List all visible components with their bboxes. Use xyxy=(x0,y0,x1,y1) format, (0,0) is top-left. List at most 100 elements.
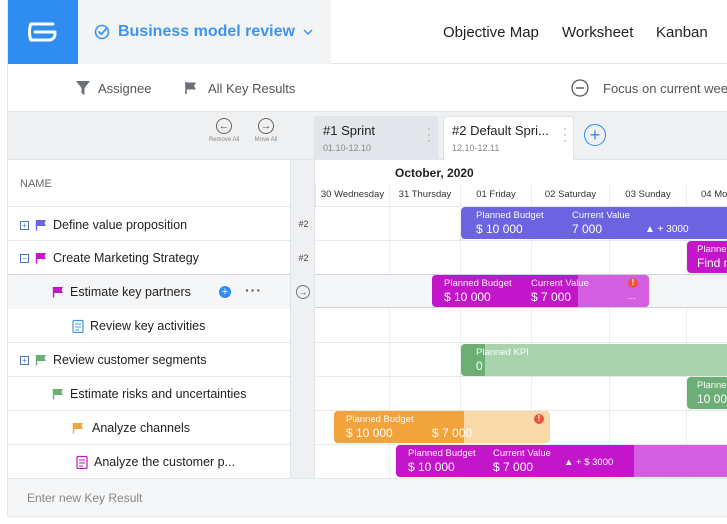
row-label: Review customer segments xyxy=(53,353,207,367)
top-header: Business model review Objective Map Work… xyxy=(8,0,727,64)
day-header: 01 Friday xyxy=(460,184,531,206)
bar-label: Planned Budget xyxy=(476,210,544,221)
row-label: Estimate key partners xyxy=(70,285,191,299)
bar-value: $ 7 000 xyxy=(493,460,534,474)
nav-objective-map[interactable]: Objective Map xyxy=(443,23,539,41)
bar-label: Current Value xyxy=(531,278,589,289)
sprint-tag: #2 xyxy=(298,219,309,229)
timeline-bar[interactable]: Planned Budget $ 10 000 Current Value $ … xyxy=(432,275,649,307)
row-label: Create Marketing Strategy xyxy=(53,251,199,265)
flag-icon xyxy=(72,423,83,434)
bar-more: ... xyxy=(628,291,636,301)
checklist-icon xyxy=(76,455,88,469)
sprint-tab-1[interactable]: #1 Sprint 01.10-12.10 · · · xyxy=(314,116,438,160)
new-key-result-input[interactable]: Enter new Key Result xyxy=(27,491,143,505)
flag-icon xyxy=(52,389,63,400)
target-check-icon xyxy=(94,24,110,40)
list-item[interactable]: Analyze channels xyxy=(8,411,290,445)
collapse-icon[interactable]: − xyxy=(20,253,29,263)
timeline-grid: October, 2020 30 Wednesday 31 Thursday 0… xyxy=(315,160,727,516)
day-header: 30 Wednesday xyxy=(315,184,389,206)
assignee-label: Assignee xyxy=(98,80,152,96)
bar-value: $ 10 000 xyxy=(346,426,393,440)
arrow-left-icon: ← xyxy=(216,118,232,134)
nav-kanban[interactable]: Kanban xyxy=(656,23,708,41)
more-vertical-icon[interactable]: · · · xyxy=(563,121,567,147)
app-logo[interactable] xyxy=(8,0,78,64)
timeline-bar[interactable]: Planned Budget $ 10 000 Current Value 7 … xyxy=(461,207,727,239)
bar-label: Planned Budget xyxy=(408,448,476,459)
flag-icon xyxy=(35,253,46,264)
remove-all-button[interactable]: ← Remove All xyxy=(204,118,244,143)
add-subitem-button[interactable]: + xyxy=(219,286,231,298)
sprint-bar: ← Remove All → Move All #1 Sprint 01.10-… xyxy=(8,112,727,160)
sprint-title: #2 Default Spri... xyxy=(452,123,549,138)
bar-label: Planned Budget xyxy=(346,414,414,425)
expand-icon[interactable]: + xyxy=(20,220,29,230)
project-selector[interactable]: Business model review xyxy=(78,0,331,64)
bar-value: 7 000 xyxy=(572,222,603,236)
sprint-tag-column: #2 #2 → xyxy=(290,160,315,516)
timeline-bar[interactable]: Planne Find r xyxy=(687,241,727,273)
list-item[interactable]: Estimate risks and uncertainties xyxy=(8,377,290,411)
bar-value: Find r xyxy=(697,256,727,270)
move-all-label: Move All xyxy=(254,137,278,143)
flag-icon xyxy=(185,82,196,94)
bar-delta: ▲ + $ 3000 xyxy=(564,457,614,468)
bar-label: Current Value xyxy=(493,448,551,459)
timeline-bar[interactable]: Planned Budget $ 10 000 Current Value $ … xyxy=(396,445,727,477)
funnel-icon xyxy=(76,81,90,95)
month-label: October, 2020 xyxy=(395,166,474,180)
list-item[interactable]: Estimate key partners + ··· xyxy=(8,275,290,309)
day-header: 03 Sunday xyxy=(609,184,686,206)
more-vertical-icon[interactable]: · · · xyxy=(427,121,431,147)
list-item[interactable]: Review key activities xyxy=(8,309,290,343)
filter-bar: Assignee All Key Results Focus on curren… xyxy=(8,64,727,112)
day-header: 31 Thursday xyxy=(389,184,460,206)
bar-value: $ 10 000 xyxy=(476,222,523,236)
bar-value: $ 10 000 xyxy=(408,460,455,474)
sprint-tab-2[interactable]: #2 Default Spri... 12.10-12.11 · · · xyxy=(443,116,574,160)
arrow-right-icon: → xyxy=(258,118,274,134)
chevron-down-icon xyxy=(303,29,313,36)
bar-label: Planne xyxy=(697,244,727,255)
more-horizontal-icon[interactable]: ··· xyxy=(245,282,262,298)
timeline-bar[interactable]: Planned Budget $ 10 000 $ 7 000 ! xyxy=(334,411,550,443)
expand-icon[interactable]: + xyxy=(20,355,29,365)
list-item[interactable]: − Create Marketing Strategy xyxy=(8,241,290,275)
list-item[interactable]: + Define value proposition xyxy=(8,208,290,242)
row-label: Define value proposition xyxy=(53,218,188,232)
assignee-filter[interactable]: Assignee xyxy=(76,64,151,112)
list-item[interactable]: Analyze the customer p... xyxy=(8,445,290,479)
arrow-right-circle-icon[interactable]: → xyxy=(296,285,310,299)
row-label: Estimate risks and uncertainties xyxy=(70,387,247,401)
bar-delta: ▲ + 3000 xyxy=(645,224,689,235)
checklist-icon xyxy=(72,319,84,333)
timeline-bar[interactable]: Planne 10 000 xyxy=(687,377,727,409)
focus-current-week-toggle[interactable]: Focus on current wee xyxy=(571,64,727,112)
new-key-result-row: Enter new Key Result xyxy=(8,478,727,516)
bar-value: $ 7 000 xyxy=(531,290,572,304)
sprint-dates: 12.10-12.11 xyxy=(452,143,500,153)
day-header: 04 Mo xyxy=(686,184,727,206)
app-window: Business model review Objective Map Work… xyxy=(8,0,727,516)
nav-worksheet[interactable]: Worksheet xyxy=(562,23,634,41)
bar-label: Current Value xyxy=(572,210,630,221)
row-label: Analyze the customer p... xyxy=(94,455,236,469)
name-column-header: NAME xyxy=(20,178,52,190)
minus-circle-icon xyxy=(571,79,589,97)
warning-icon: ! xyxy=(534,414,544,424)
key-results-filter[interactable]: All Key Results xyxy=(184,64,295,112)
flag-icon xyxy=(52,287,63,298)
move-all-button[interactable]: → Move All xyxy=(246,118,286,143)
list-item[interactable]: + Review customer segments xyxy=(8,343,290,377)
row-label: Analyze channels xyxy=(92,421,190,435)
flag-icon xyxy=(35,355,46,366)
add-sprint-button[interactable]: + xyxy=(584,124,606,146)
focus-label: Focus on current wee xyxy=(603,80,727,96)
bar-label: Planned Budget xyxy=(444,278,512,289)
key-results-list: NAME + Define value proposition − Create… xyxy=(8,160,290,516)
sprint-title: #1 Sprint xyxy=(323,123,376,138)
timeline-bar[interactable]: Planned KPI 0 xyxy=(461,344,727,376)
project-name: Business model review xyxy=(118,23,295,40)
